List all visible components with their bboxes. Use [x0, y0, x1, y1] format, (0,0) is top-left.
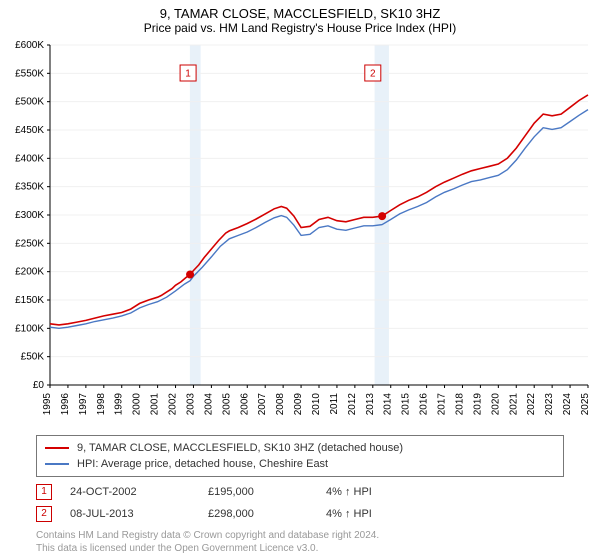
legend: 9, TAMAR CLOSE, MACCLESFIELD, SK10 3HZ (… [36, 435, 564, 477]
events-table: 1 24-OCT-2002 £195,000 4% ↑ HPI 2 08-JUL-2013… [36, 481, 564, 525]
event-row: 2 08-JUL-2013 £298,000 4% ↑ HPI [36, 503, 564, 525]
y-tick-label: £100K [15, 323, 44, 334]
footer-line-1: Contains HM Land Registry data © Crown c… [36, 529, 564, 542]
x-tick-label: 2002 [168, 393, 179, 416]
y-tick-label: £450K [15, 125, 44, 136]
legend-label: 9, TAMAR CLOSE, MACCLESFIELD, SK10 3HZ (… [77, 440, 403, 456]
x-tick-label: 2003 [185, 393, 196, 416]
x-tick-label: 2011 [329, 393, 340, 415]
legend-swatch [45, 463, 69, 465]
y-tick-label: £200K [15, 267, 44, 278]
event-point [378, 212, 386, 220]
y-tick-label: £400K [15, 153, 44, 164]
chart-subtitle: Price paid vs. HM Land Registry's House … [0, 21, 600, 39]
chart-title: 9, TAMAR CLOSE, MACCLESFIELD, SK10 3HZ [0, 0, 600, 21]
legend-item: 9, TAMAR CLOSE, MACCLESFIELD, SK10 3HZ (… [45, 440, 555, 456]
event-price: £298,000 [208, 508, 308, 520]
x-tick-label: 2022 [526, 393, 537, 416]
y-tick-label: £250K [15, 238, 44, 249]
event-marker-label: 2 [370, 69, 376, 80]
x-tick-label: 2009 [293, 393, 304, 416]
event-point [186, 271, 194, 279]
y-tick-label: £50K [21, 352, 45, 363]
x-tick-label: 2005 [221, 393, 232, 416]
x-tick-label: 2001 [150, 393, 161, 416]
legend-swatch [45, 447, 69, 449]
y-tick-label: £300K [15, 210, 44, 221]
x-tick-label: 2018 [454, 393, 465, 416]
x-tick-label: 1997 [78, 393, 89, 416]
x-tick-label: 2025 [580, 393, 591, 416]
x-tick-label: 2014 [383, 393, 394, 416]
x-tick-label: 2024 [562, 393, 573, 416]
y-tick-label: £350K [15, 182, 44, 193]
x-tick-label: 1995 [42, 393, 53, 416]
chart-svg: £0 £50K £100K £150K £200K £250K £300K £350K £400… [0, 39, 600, 429]
y-tick-label: £0 [33, 380, 45, 391]
y-tick-label: £500K [15, 97, 44, 108]
event-marker-label: 1 [185, 69, 191, 80]
x-tick-label: 2004 [203, 393, 214, 416]
event-badge: 2 [36, 506, 52, 522]
x-tick-label: 2000 [132, 393, 143, 416]
x-tick-label: 2023 [544, 393, 555, 416]
footer-line-2: This data is licensed under the Open Gov… [36, 542, 564, 555]
x-tick-label: 2015 [401, 393, 412, 416]
y-tick-label: £550K [15, 68, 44, 79]
x-tick-label: 2017 [437, 393, 448, 416]
event-badge: 1 [36, 484, 52, 500]
y-tick-label: £600K [15, 40, 44, 51]
x-tick-label: 2013 [365, 393, 376, 416]
x-tick-label: 2019 [472, 393, 483, 416]
legend-label: HPI: Average price, detached house, Ches… [77, 456, 328, 472]
footer-attribution: Contains HM Land Registry data © Crown c… [36, 529, 564, 555]
event-date: 24-OCT-2002 [70, 486, 190, 498]
event-row: 1 24-OCT-2002 £195,000 4% ↑ HPI [36, 481, 564, 503]
legend-item: HPI: Average price, detached house, Ches… [45, 456, 555, 472]
x-tick-label: 2008 [275, 393, 286, 416]
x-tick-label: 1996 [60, 393, 71, 416]
event-delta: 4% ↑ HPI [326, 508, 372, 520]
x-tick-label: 1998 [96, 393, 107, 416]
x-tick-label: 2012 [347, 393, 358, 416]
x-tick-label: 2020 [490, 393, 501, 416]
event-date: 08-JUL-2013 [70, 508, 190, 520]
x-tick-label: 2007 [257, 393, 268, 416]
y-tick-label: £150K [15, 295, 44, 306]
x-tick-label: 2016 [419, 393, 430, 416]
x-tick-label: 2021 [508, 393, 519, 416]
x-tick-label: 1999 [114, 393, 125, 416]
event-delta: 4% ↑ HPI [326, 486, 372, 498]
event-price: £195,000 [208, 486, 308, 498]
chart-area: £0 £50K £100K £150K £200K £250K £300K £350K £400… [0, 39, 600, 429]
x-tick-label: 2006 [239, 393, 250, 416]
x-tick-label: 2010 [311, 393, 322, 416]
